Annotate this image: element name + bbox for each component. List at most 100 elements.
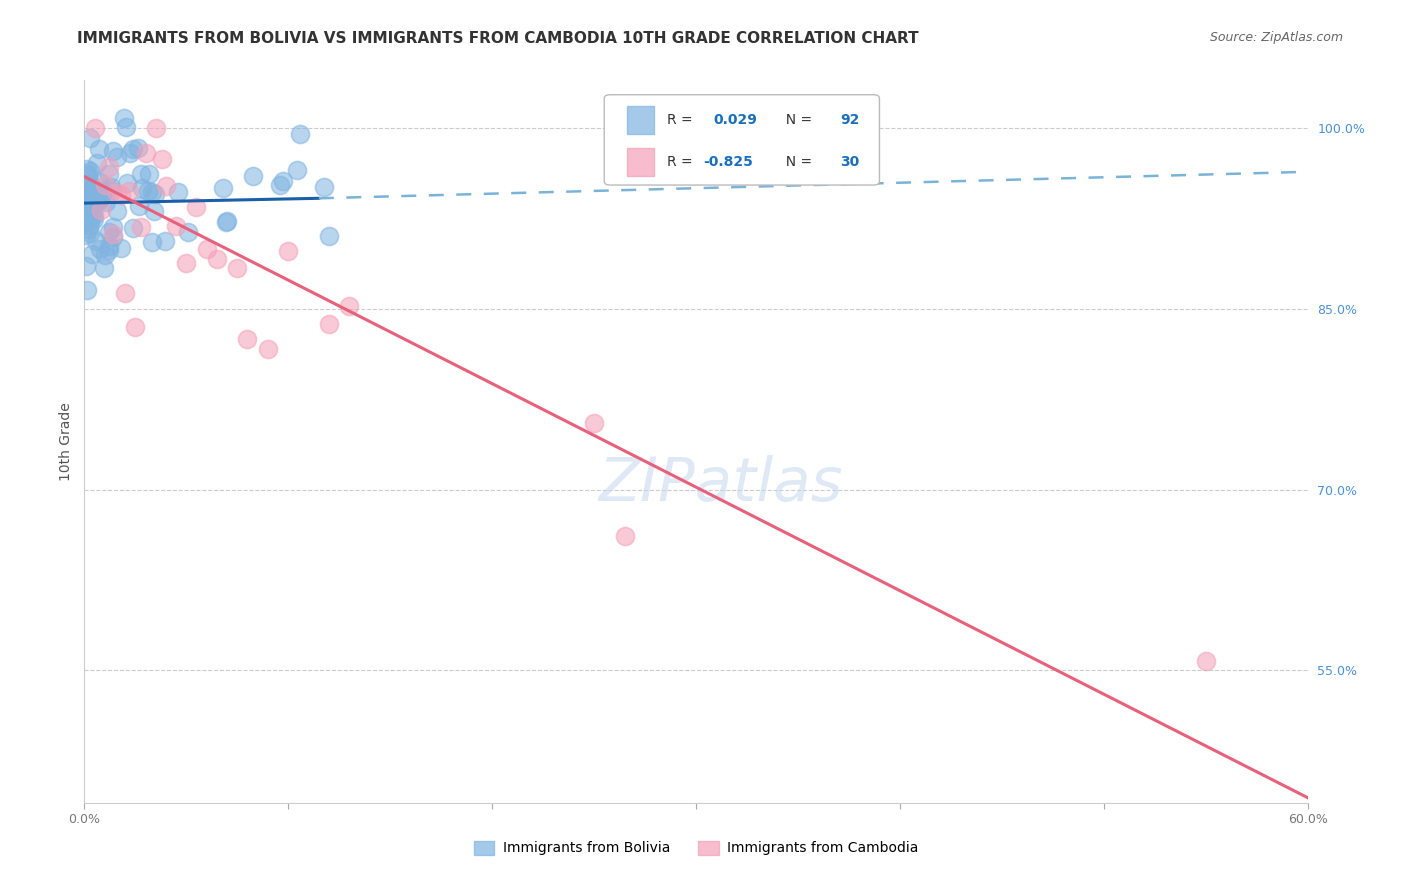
Point [87, 194, 110, 209]
Point [112, 111, 135, 125]
Point [75, 206, 97, 220]
Point [77, 185, 100, 199]
Point [103, 144, 125, 158]
Point [84, 186, 107, 200]
Point [131, 167, 153, 181]
Point [76, 169, 98, 184]
Point [143, 186, 166, 201]
Point [101, 227, 124, 241]
Legend: Immigrants from Bolivia, Immigrants from Cambodia: Immigrants from Bolivia, Immigrants from… [468, 835, 924, 861]
Point [226, 260, 249, 275]
Point [91, 184, 114, 198]
Point [121, 220, 143, 235]
Point [98, 238, 121, 252]
Point [79, 195, 101, 210]
Point [215, 214, 238, 228]
Point [271, 174, 294, 188]
Point [75, 193, 97, 207]
Point [80, 182, 103, 196]
Point [236, 332, 259, 346]
Point [318, 229, 340, 244]
Point [314, 180, 336, 194]
Point [76, 161, 98, 176]
Point [75, 191, 97, 205]
Point [138, 167, 160, 181]
Point [118, 184, 141, 198]
Point [128, 199, 150, 213]
Point [212, 181, 235, 195]
Point [97, 160, 120, 174]
Point [153, 234, 176, 248]
Text: R =: R = [666, 113, 702, 127]
Point [76, 209, 98, 223]
Point [318, 317, 340, 331]
Point [77, 213, 100, 227]
FancyBboxPatch shape [627, 106, 654, 134]
Text: N =: N = [776, 113, 817, 127]
Point [89, 191, 111, 205]
Point [76, 260, 98, 274]
Point [115, 120, 138, 134]
Point [214, 215, 236, 229]
Point [1195, 654, 1218, 668]
Point [89, 191, 111, 205]
Point [79, 226, 101, 240]
Point [186, 200, 208, 214]
Point [110, 188, 132, 202]
Point [122, 142, 145, 156]
Point [98, 244, 121, 258]
Point [80, 178, 103, 193]
Point [79, 163, 101, 178]
Point [76, 283, 98, 297]
Point [75, 202, 97, 216]
Text: ZIPatlas: ZIPatlas [598, 456, 842, 515]
Point [165, 219, 187, 233]
Point [75, 192, 97, 206]
Point [114, 285, 136, 300]
Text: 30: 30 [841, 155, 859, 169]
Point [613, 529, 636, 543]
Point [101, 184, 124, 198]
Point [136, 185, 159, 199]
Point [82, 247, 104, 261]
Point [77, 212, 100, 227]
Point [142, 203, 165, 218]
Point [205, 252, 228, 266]
Point [75, 202, 97, 217]
Point [93, 261, 115, 276]
Point [86, 234, 108, 248]
Point [174, 255, 197, 269]
Point [124, 319, 146, 334]
Point [75, 228, 97, 243]
Point [84, 195, 107, 210]
Point [77, 201, 100, 215]
Point [141, 186, 163, 200]
Point [131, 219, 153, 234]
Point [83, 208, 105, 222]
Point [135, 145, 157, 160]
Point [105, 204, 128, 219]
Text: -0.825: -0.825 [703, 155, 754, 169]
Text: 92: 92 [841, 113, 859, 127]
Point [76, 211, 98, 226]
Point [86, 183, 108, 197]
Point [242, 169, 264, 183]
Point [105, 186, 128, 201]
Point [145, 121, 167, 136]
Text: Source: ZipAtlas.com: Source: ZipAtlas.com [1209, 31, 1343, 45]
FancyBboxPatch shape [605, 95, 880, 185]
Point [277, 244, 299, 258]
Point [75, 188, 97, 202]
Point [103, 220, 125, 235]
Point [105, 150, 128, 164]
Point [89, 242, 111, 256]
Point [93, 178, 115, 193]
Point [91, 186, 114, 200]
Point [76, 167, 98, 181]
Point [339, 299, 361, 313]
Point [76, 222, 98, 236]
Y-axis label: 10th Grade: 10th Grade [59, 402, 73, 481]
Point [269, 178, 291, 193]
Point [150, 153, 173, 167]
Point [79, 178, 101, 192]
